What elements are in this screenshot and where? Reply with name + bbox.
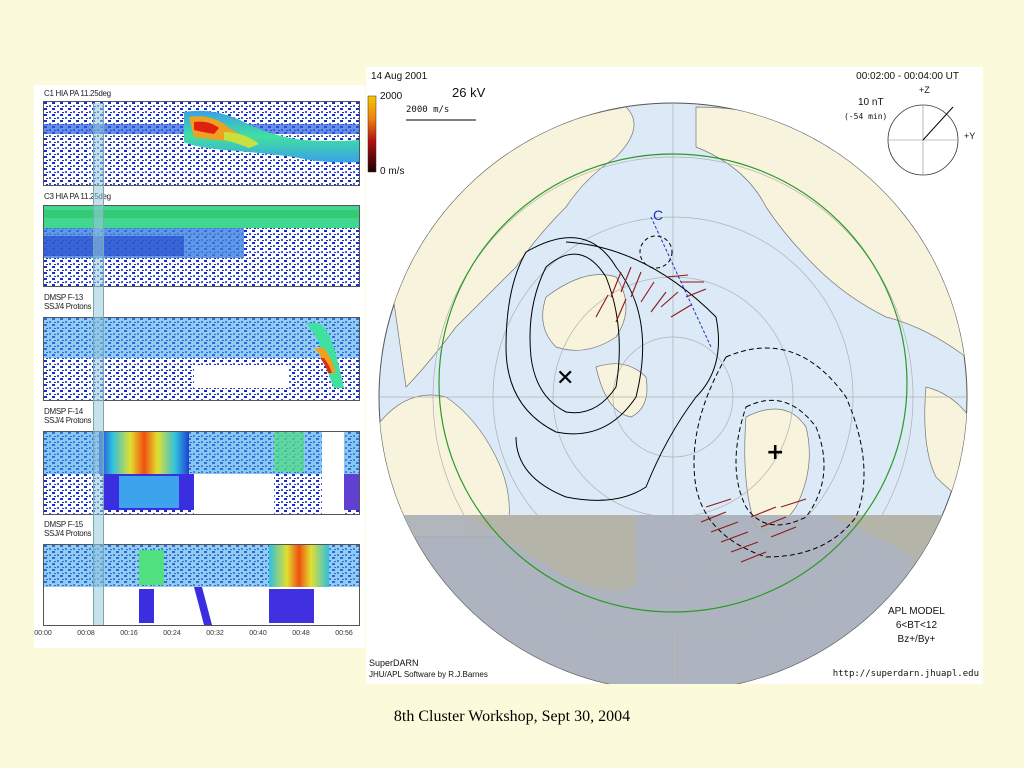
svg-text:+: +: [766, 440, 784, 465]
time-tick: 00:08: [77, 630, 95, 637]
strip-label-c1: C1 HIA PA 11.25deg: [44, 89, 111, 98]
imf-delay: (-54 min): [844, 112, 888, 121]
spectrogram-c1: [43, 101, 360, 186]
spectrogram-f14-image: [44, 432, 359, 514]
time-tick: 00:00: [34, 630, 52, 637]
colorbar-max: 2000: [380, 91, 403, 102]
time-highlight-bar: [93, 103, 104, 625]
strip-label-line: SSJ/4 Protons: [44, 416, 92, 425]
velocity-vector-label: 2000 m/s: [406, 105, 450, 115]
svg-text:✕: ✕: [556, 366, 574, 391]
time-tick: 00:56: [335, 630, 353, 637]
model-line: Bz+/By+: [897, 634, 936, 645]
imf-y-label: +Y: [964, 131, 976, 141]
strip-label-line: SSJ/4 Protons: [44, 302, 92, 311]
spectrogram-c3: [43, 205, 360, 287]
imf-magnitude: 10 nT: [858, 97, 884, 108]
time-tick: 00:16: [120, 630, 138, 637]
model-line: APL MODEL: [888, 606, 945, 617]
spectrogram-f14: [43, 431, 360, 515]
footer-caption: 8th Cluster Workshop, Sept 30, 2004: [393, 708, 631, 725]
strip-label-line: C3 HIA PA 11.25deg: [44, 192, 111, 201]
strip-label-f15: DMSP F-15 SSJ/4 Protons: [44, 520, 92, 538]
credit-label: SuperDARN JHU/APL Software by R.J.Barnes: [369, 657, 488, 681]
potential-label: 26 kV: [452, 85, 486, 100]
time-tick: 00:24: [163, 630, 181, 637]
time-axis: 00:00 00:08 00:16 00:24 00:32 00:40 00:4…: [34, 630, 358, 642]
polar-map-image: ✕ +: [367, 95, 968, 684]
strip-label-line: DMSP F-15: [44, 520, 83, 529]
time-tick: 00:48: [292, 630, 310, 637]
credit-line: SuperDARN: [369, 658, 419, 668]
strip-label-line: DMSP F-14: [44, 407, 83, 416]
strip-label-line: SSJ/4 Protons: [44, 529, 92, 538]
imf-z-label: +Z: [919, 85, 930, 95]
strip-label-line: C1 HIA PA 11.25deg: [44, 89, 111, 98]
spectrogram-f13-image: [44, 318, 359, 400]
source-url: http://superdarn.jhuapl.edu: [832, 669, 979, 679]
credit-line: JHU/APL Software by R.J.Barnes: [369, 670, 488, 679]
colorbar-min: 0 m/s: [380, 166, 405, 177]
strip-label-line: DMSP F-13: [44, 293, 83, 302]
strip-label-c3: C3 HIA PA 11.25deg: [44, 192, 111, 201]
time-tick: 00:40: [249, 630, 267, 637]
model-label: APL MODEL 6<BT<12 Bz+/By+: [888, 605, 945, 647]
model-line: 6<BT<12: [895, 620, 938, 631]
map-time-range: 00:02:00 - 00:04:00 UT: [856, 71, 959, 82]
spectrogram-c3-image: [44, 206, 359, 286]
strip-label-f13: DMSP F-13 SSJ/4 Protons: [44, 293, 92, 311]
spectrogram-f15: [43, 544, 360, 626]
time-tick: 00:32: [206, 630, 224, 637]
spectrogram-f13: [43, 317, 360, 401]
spectrogram-panel: C1 HIA PA 11.25deg: [34, 85, 365, 648]
c-meridian-label: C: [653, 207, 664, 223]
spectrogram-f15-image: [44, 545, 359, 625]
spectrogram-c1-image: [44, 102, 359, 185]
map-date: 14 Aug 2001: [371, 71, 428, 82]
superdarn-map: ✕ + 14 Aug 2001 00:02:00 - 00:04:00 UT 2…: [366, 67, 983, 684]
strip-label-f14: DMSP F-14 SSJ/4 Protons: [44, 407, 92, 425]
